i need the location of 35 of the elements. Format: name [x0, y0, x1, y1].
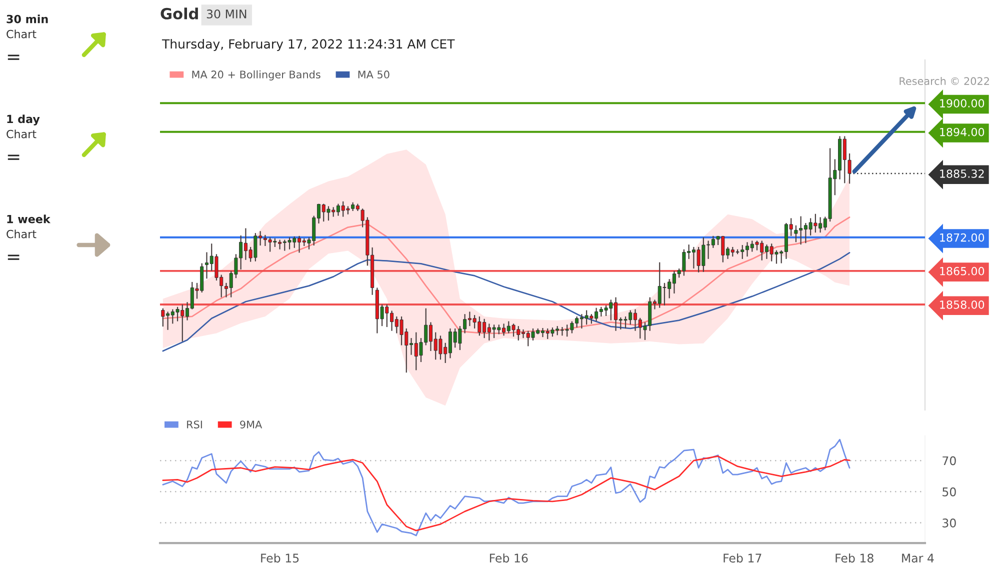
text: 1 day	[7, 114, 40, 126]
x-tick-label: Feb 17	[724, 553, 762, 563]
y-tick-label: 30	[942, 518, 956, 528]
line-series	[162, 252, 850, 352]
text: Chart	[6, 230, 36, 238]
text: =	[8, 254, 20, 260]
legend-label: 9MA	[240, 420, 262, 428]
annotation: Research © 2022	[900, 76, 989, 86]
line-series	[162, 456, 850, 532]
y-tick-label: 50	[942, 487, 956, 496]
candlestick	[848, 152, 852, 184]
y-tick-label: 1894.00	[940, 128, 984, 136]
line-series	[162, 438, 850, 536]
x-tick-label: Feb 16	[490, 553, 528, 563]
text: 30 MIN	[206, 9, 246, 18]
text: Chart	[6, 30, 36, 38]
chart-subtitle: Thursday, February 17, 2022 11:24:31 AM CET	[162, 38, 455, 52]
legend-label: MA 20 + Bollinger Bands	[192, 70, 320, 80]
text: 30 min	[6, 14, 48, 24]
y-tick-label: 70	[942, 456, 956, 466]
text: =	[8, 154, 20, 160]
x-tick-label: Mar 4	[902, 554, 934, 563]
legend-label: MA 50	[358, 70, 390, 78]
y-tick-label: 1872.00	[940, 233, 984, 242]
text: 1 week	[7, 214, 51, 224]
text: Chart	[6, 130, 36, 138]
chart-title: Gold	[160, 8, 198, 20]
y-tick-label: 1858.00	[940, 300, 984, 309]
y-tick-label: 1885.32	[940, 169, 984, 178]
x-tick-label: Feb 15	[261, 553, 299, 563]
x-tick-label: Feb 18	[836, 553, 874, 563]
legend-label: RSI	[187, 420, 202, 428]
y-tick-label: 1900.00	[940, 99, 984, 108]
text: =	[8, 54, 20, 60]
y-tick-label: 1865.00	[940, 266, 984, 276]
